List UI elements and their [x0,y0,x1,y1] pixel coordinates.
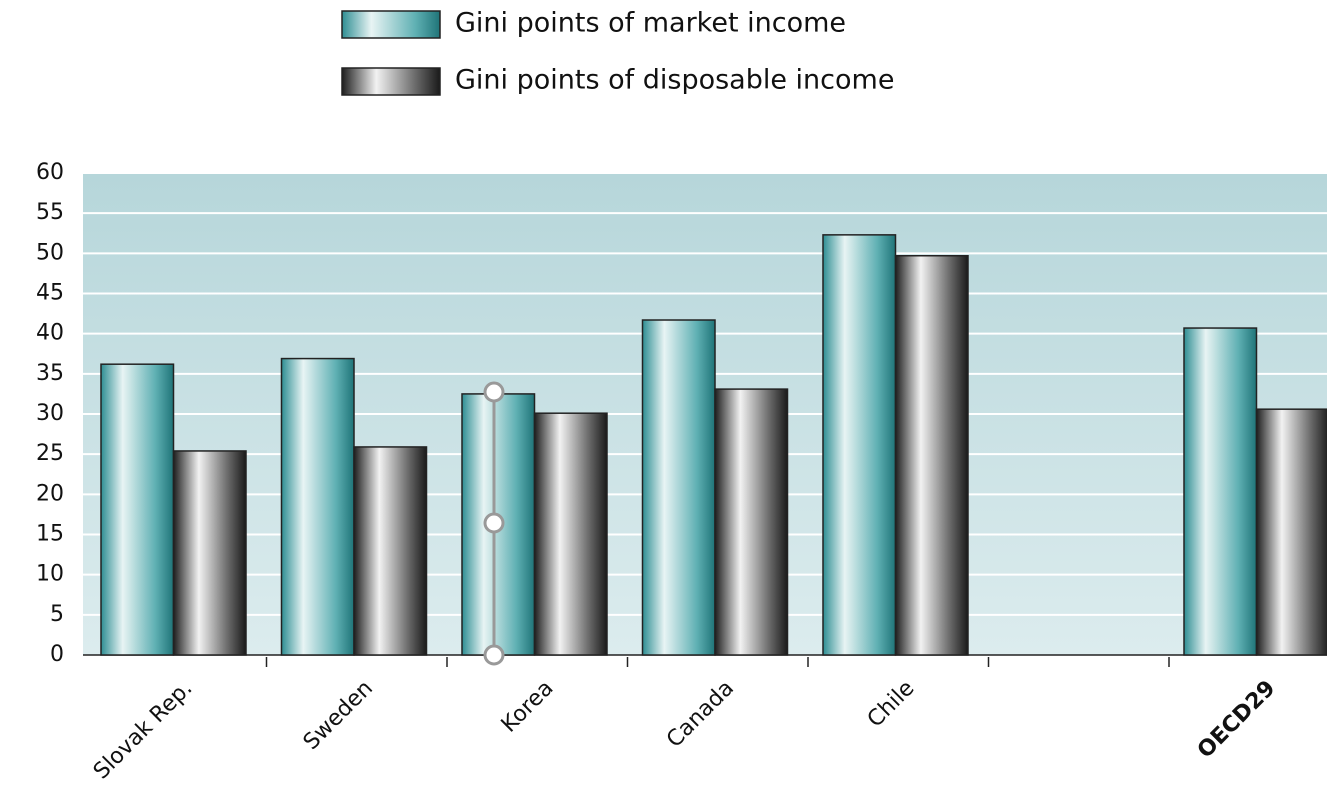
bar [100,363,175,656]
legend-label: Gini points of market income [455,8,846,39]
bar [533,412,608,656]
legend: Gini points of market income Gini points … [341,8,894,96]
y-tick-label: 15 [36,522,64,547]
x-tick-label: Canada [662,676,739,753]
x-tick-label: Chile [863,676,920,733]
y-tick-label: 0 [50,642,64,667]
bar [894,254,969,656]
y-tick-label: 45 [36,281,64,306]
selection-handle [483,644,505,666]
selection-handle [483,512,505,534]
bar [172,450,247,656]
y-tick-label: 25 [36,441,64,466]
legend-swatch [341,67,441,96]
selection-handle [483,381,505,403]
x-tick-label: Slovak Rep. [89,676,198,785]
y-tick-label: 50 [36,240,64,265]
x-tick-label: Sweden [299,676,378,755]
y-tick-label: 30 [36,401,64,426]
x-tick-label: Korea [497,676,559,738]
y-tick-label: 55 [36,200,64,225]
bar [714,388,789,656]
x-tick-label: OECD29 [1193,676,1281,764]
y-tick-label: 40 [36,321,64,346]
bar [1255,408,1327,656]
legend-label: Gini points of disposable income [455,65,894,96]
bar [280,357,355,656]
bar [822,234,897,656]
y-tick-label: 60 [36,160,64,185]
y-tick-label: 20 [36,481,64,506]
bar [353,446,428,656]
y-tick-label: 35 [36,361,64,386]
bar [641,319,716,656]
y-tick-label: 10 [36,562,64,587]
legend-swatch [341,10,441,39]
bar [1183,327,1258,656]
y-tick-label: 5 [50,602,64,627]
